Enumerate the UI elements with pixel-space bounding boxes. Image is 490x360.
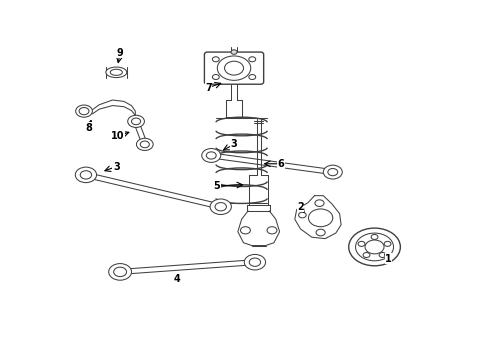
Text: 3: 3 bbox=[113, 162, 120, 172]
Circle shape bbox=[206, 152, 216, 159]
Circle shape bbox=[136, 138, 153, 150]
Circle shape bbox=[210, 199, 231, 215]
Text: 3: 3 bbox=[231, 139, 238, 149]
Circle shape bbox=[349, 228, 400, 266]
Circle shape bbox=[358, 241, 365, 246]
Circle shape bbox=[245, 255, 266, 270]
Circle shape bbox=[249, 75, 256, 80]
Circle shape bbox=[328, 168, 338, 176]
Circle shape bbox=[241, 227, 250, 234]
Circle shape bbox=[75, 167, 97, 183]
Circle shape bbox=[363, 252, 370, 257]
Circle shape bbox=[131, 118, 141, 125]
Text: 5: 5 bbox=[214, 181, 220, 191]
Circle shape bbox=[323, 165, 342, 179]
Text: 1: 1 bbox=[385, 254, 392, 264]
Ellipse shape bbox=[106, 67, 127, 77]
Circle shape bbox=[75, 105, 93, 117]
Circle shape bbox=[249, 57, 256, 62]
Text: 7: 7 bbox=[205, 82, 212, 93]
Text: 9: 9 bbox=[117, 48, 123, 58]
Circle shape bbox=[128, 115, 145, 127]
Circle shape bbox=[79, 108, 89, 115]
Text: 10: 10 bbox=[111, 131, 124, 141]
Circle shape bbox=[356, 233, 393, 261]
Circle shape bbox=[212, 57, 219, 62]
Text: 8: 8 bbox=[85, 123, 92, 133]
Circle shape bbox=[224, 61, 244, 75]
Circle shape bbox=[365, 240, 384, 254]
Circle shape bbox=[316, 229, 325, 236]
Circle shape bbox=[212, 75, 219, 80]
Circle shape bbox=[215, 203, 226, 211]
Circle shape bbox=[315, 200, 324, 207]
Circle shape bbox=[218, 56, 251, 80]
Circle shape bbox=[109, 264, 131, 280]
Circle shape bbox=[298, 212, 306, 218]
Circle shape bbox=[114, 267, 126, 276]
Circle shape bbox=[202, 149, 220, 162]
Circle shape bbox=[249, 258, 261, 266]
Text: 6: 6 bbox=[277, 159, 284, 169]
Circle shape bbox=[371, 234, 378, 239]
FancyBboxPatch shape bbox=[204, 52, 264, 84]
Circle shape bbox=[231, 50, 237, 54]
Ellipse shape bbox=[110, 69, 122, 75]
Circle shape bbox=[140, 141, 149, 148]
Circle shape bbox=[384, 241, 391, 246]
Circle shape bbox=[80, 171, 92, 179]
Text: 4: 4 bbox=[173, 274, 180, 284]
Circle shape bbox=[309, 209, 333, 227]
Text: 2: 2 bbox=[297, 202, 304, 212]
Circle shape bbox=[379, 252, 386, 257]
Circle shape bbox=[267, 227, 277, 234]
